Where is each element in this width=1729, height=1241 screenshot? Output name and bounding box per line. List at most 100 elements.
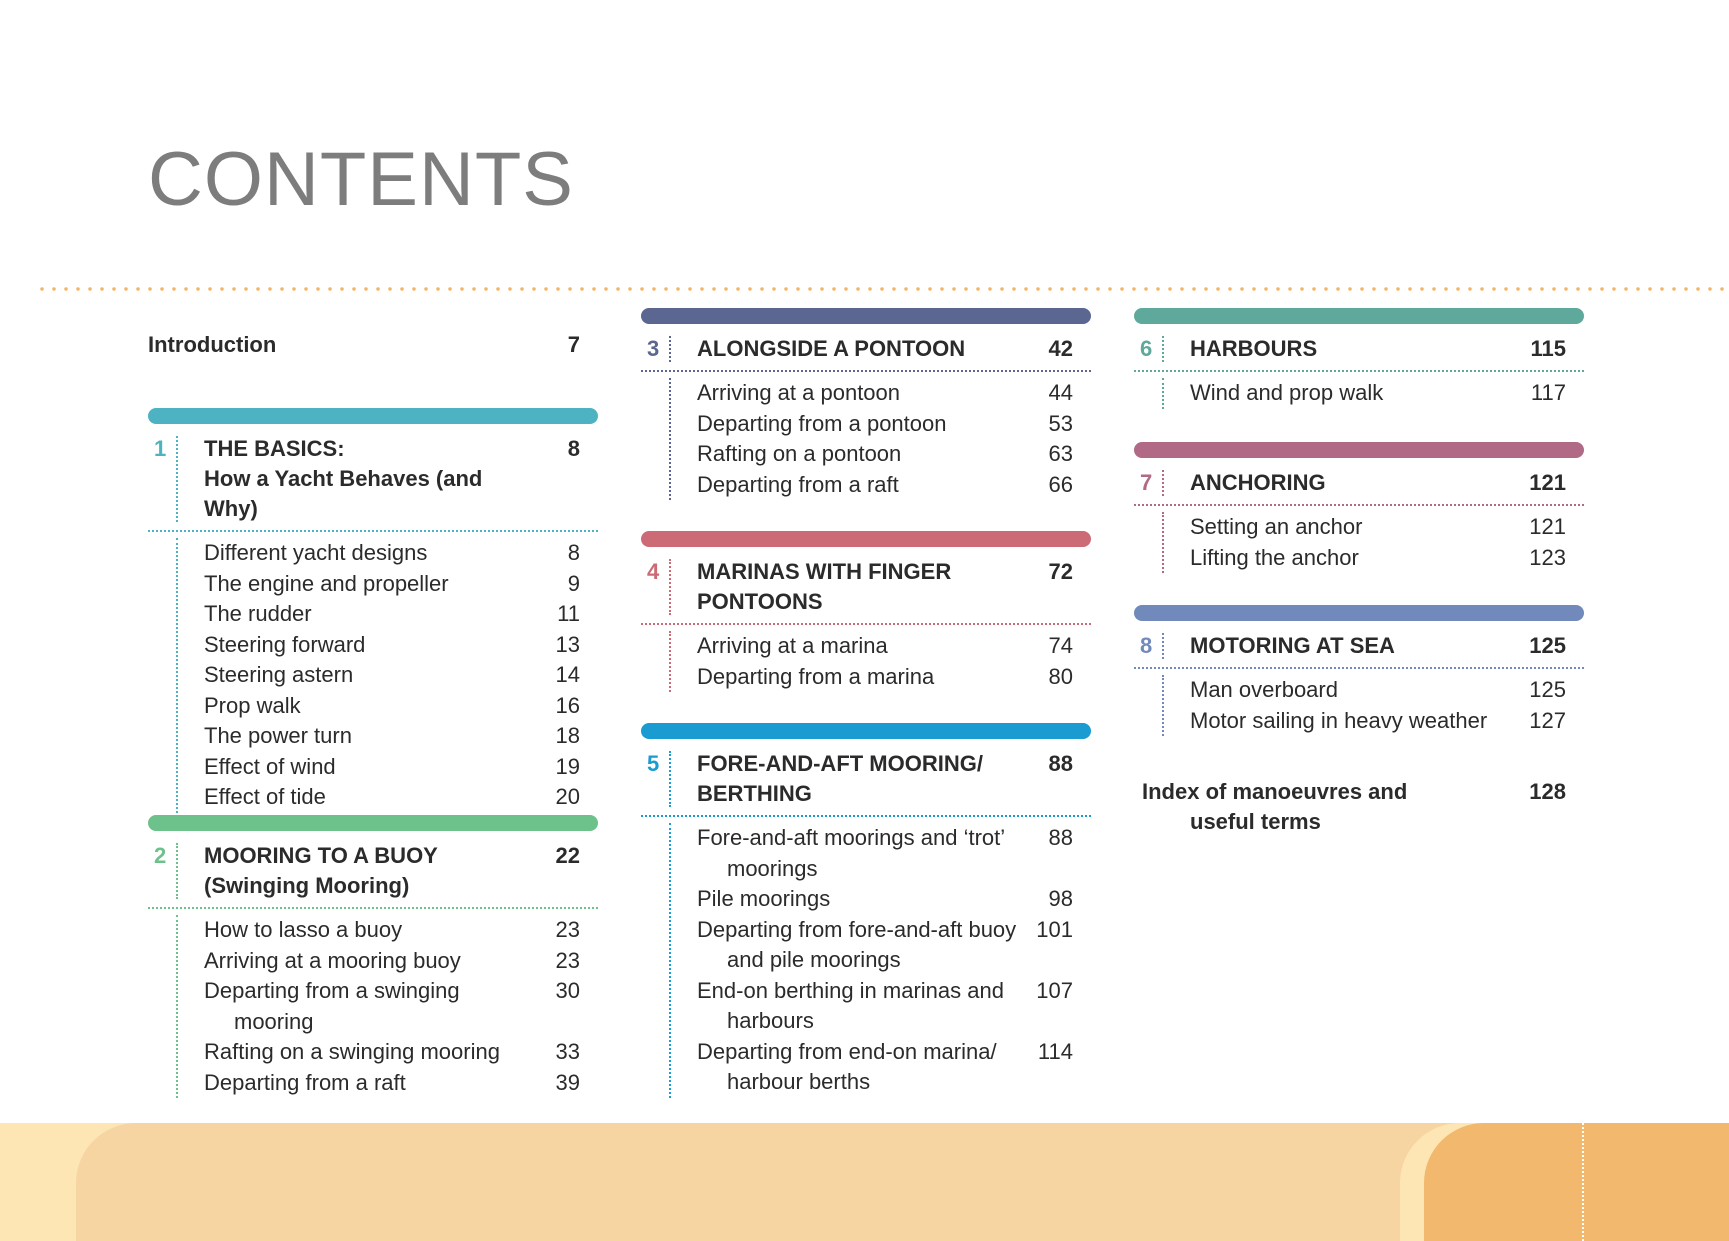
section-title-line1: HARBOURS <box>1190 336 1318 361</box>
section-4: 4 MARINAS WITH FINGER PONTOONS 72 Arrivi… <box>641 531 1091 692</box>
toc-item[interactable]: Departing from a raft 66 <box>697 470 1073 501</box>
page-number: 7 <box>567 332 580 357</box>
toc-item[interactable]: The rudder 11 <box>204 599 580 630</box>
item-label: Departing from a swinging <box>204 978 460 1003</box>
page-number: 74 <box>1048 633 1073 658</box>
section-2: 2 MOORING TO A BUOY (Swinging Mooring) 2… <box>148 815 598 1098</box>
items-separator <box>669 378 671 500</box>
toc-item[interactable]: The power turn 18 <box>204 721 580 752</box>
heading-separator <box>1162 470 1164 496</box>
section-items: Setting an anchor 121 Lifting the anchor 12… <box>1134 512 1584 573</box>
toc-item[interactable]: Departing from a raft 39 <box>204 1068 580 1099</box>
section-title-line1: MOTORING AT SEA <box>1190 633 1395 658</box>
toc-item[interactable]: Steering astern 14 <box>204 660 580 691</box>
page-number: 33 <box>555 1039 580 1064</box>
page-number: 39 <box>555 1069 580 1095</box>
section-number: 8 <box>1140 633 1153 658</box>
toc-item[interactable]: Fore-and-aft moorings and ‘trot’ moorings… <box>697 823 1073 884</box>
page-number: 72 <box>1048 559 1073 584</box>
section-heading[interactable]: 1 THE BASICS: How a Yacht Behaves (and W… <box>148 434 598 524</box>
items-separator <box>669 823 671 1098</box>
item-label: Rafting on a swinging mooring <box>204 1039 500 1064</box>
item-label: How to lasso a buoy <box>204 917 403 942</box>
section-title-line2: PONTOONS <box>697 589 823 614</box>
item-label: The power turn <box>204 723 352 748</box>
section-title-line1: ALONGSIDE A PONTOON <box>697 336 966 361</box>
toc-item[interactable]: Lifting the anchor 123 <box>1190 543 1566 574</box>
item-label: Arriving at a marina <box>697 633 888 658</box>
toc-item[interactable]: Setting an anchor 121 <box>1190 512 1566 543</box>
section-1: 1 THE BASICS: How a Yacht Behaves (and W… <box>148 408 598 813</box>
heading-separator <box>176 436 178 522</box>
toc-item[interactable]: Departing from end-on marina/harbour ber… <box>697 1037 1073 1098</box>
item-label: The engine and propeller <box>204 570 449 596</box>
toc-item[interactable]: Prop walk 16 <box>204 691 580 722</box>
section-heading[interactable]: 6 HARBOURS 115 <box>1134 334 1584 364</box>
heading-separator <box>1162 633 1164 659</box>
item-label: Man overboard <box>1190 677 1338 702</box>
item-label: End-on berthing in marinas and <box>697 977 1004 1003</box>
toc-item[interactable]: The engine and propeller 9 <box>204 569 580 600</box>
toc-item[interactable]: Steering forward 13 <box>204 630 580 661</box>
toc-item[interactable]: End-on berthing in marinas and harbours 10… <box>697 976 1073 1037</box>
toc-item[interactable]: Effect of wind 19 <box>204 752 580 783</box>
items-separator <box>1162 675 1164 736</box>
page-number: 117 <box>1530 380 1566 405</box>
page-number: 22 <box>555 843 580 868</box>
section-heading[interactable]: 3 ALONGSIDE A PONTOON 42 <box>641 334 1091 364</box>
section-items: Arriving at a pontoon 44 Departing from a … <box>641 378 1091 500</box>
toc-item[interactable]: Departing from a pontoon 53 <box>697 409 1073 440</box>
page-number: 13 <box>555 631 580 657</box>
page-number: 30 <box>555 978 580 1003</box>
section-rule <box>1134 667 1584 669</box>
section-bar <box>148 408 598 424</box>
item-label: Wind and prop walk <box>1190 380 1384 405</box>
toc-item[interactable]: Departing from a swinging mooring 30 <box>204 976 580 1037</box>
item-label: Effect of tide <box>204 784 326 809</box>
section-3: 3 ALONGSIDE A PONTOON 42 Arriving at a p… <box>641 308 1091 500</box>
toc-entry-introduction[interactable]: Introduction 7 <box>148 332 598 358</box>
toc-item[interactable]: Arriving at a mooring buoy 23 <box>204 946 580 977</box>
toc-item[interactable]: Departing from fore-and-aft buoy and pile… <box>697 915 1073 976</box>
section-items: Different yacht designs 8 The engine and p… <box>148 538 598 813</box>
item-label: Fore-and-aft moorings and ‘trot’ <box>697 825 1006 850</box>
footer-shape-left <box>76 1123 1466 1241</box>
section-heading[interactable]: 2 MOORING TO A BUOY (Swinging Mooring) 2… <box>148 841 598 901</box>
section-title-line1: ANCHORING <box>1190 470 1326 495</box>
section-heading[interactable]: 7 ANCHORING 121 <box>1134 468 1584 498</box>
toc-item[interactable]: Rafting on a pontoon 63 <box>697 439 1073 470</box>
toc-item[interactable]: Arriving at a pontoon 44 <box>697 378 1073 409</box>
toc-item[interactable]: Motor sailing in heavy weather 127 <box>1190 706 1566 737</box>
section-heading[interactable]: 4 MARINAS WITH FINGER PONTOONS 72 <box>641 557 1091 617</box>
page-number: 121 <box>1529 514 1566 539</box>
page-title: CONTENTS <box>148 137 574 222</box>
toc-item[interactable]: Pile moorings 98 <box>697 884 1073 915</box>
toc-item[interactable]: How to lasso a buoy 23 <box>204 915 580 946</box>
item-label-continued: harbours <box>727 1008 814 1033</box>
section-title-line1: FORE-AND-AFT MOORING/ <box>697 751 983 776</box>
section-bar <box>641 723 1091 739</box>
page-number: 19 <box>555 753 580 779</box>
toc-item[interactable]: Arriving at a marina 74 <box>697 631 1073 662</box>
item-label: Rafting on a pontoon <box>697 441 902 466</box>
toc-item[interactable]: Effect of tide 20 <box>204 782 580 813</box>
toc-item[interactable]: Man overboard 125 <box>1190 675 1566 706</box>
item-label: Different yacht designs <box>204 540 428 565</box>
section-heading[interactable]: 5 FORE-AND-AFT MOORING/ BERTHING 88 <box>641 749 1091 809</box>
toc-item[interactable]: Departing from a marina 80 <box>697 662 1073 693</box>
page-number: 127 <box>1529 707 1566 733</box>
footer-tab <box>1424 1123 1729 1241</box>
item-label: Steering forward <box>204 631 366 657</box>
page-number: 23 <box>555 917 580 942</box>
toc-item[interactable]: Different yacht designs 8 <box>204 538 580 569</box>
dotted-divider <box>36 287 1729 291</box>
page-number: 9 <box>567 570 580 596</box>
section-heading[interactable]: 8 MOTORING AT SEA 125 <box>1134 631 1584 661</box>
item-label-continued: and pile moorings <box>727 947 901 972</box>
toc-item[interactable]: Wind and prop walk 117 <box>1190 378 1566 409</box>
section-bar <box>148 815 598 831</box>
page-number: 18 <box>555 723 580 748</box>
section-rule <box>148 530 598 532</box>
toc-item[interactable]: Rafting on a swinging mooring 33 <box>204 1037 580 1068</box>
toc-entry-index[interactable]: Index of manoeuvres and useful terms 128 <box>1134 777 1584 837</box>
